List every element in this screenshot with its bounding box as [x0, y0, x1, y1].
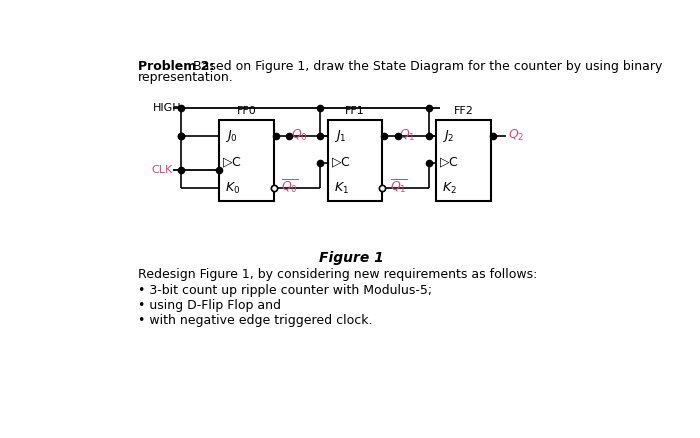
- Text: $\it{K}$$_2$: $\it{K}$$_2$: [442, 180, 457, 196]
- Text: • with negative edge triggered clock.: • with negative edge triggered clock.: [138, 314, 372, 327]
- Text: Redesign Figure 1, by considering new requirements as follows:: Redesign Figure 1, by considering new re…: [138, 268, 538, 281]
- Text: $\it{K}$$_1$: $\it{K}$$_1$: [334, 180, 349, 196]
- Text: $\triangleright$C: $\triangleright$C: [223, 155, 242, 170]
- Text: • 3-bit count up ripple counter with Modulus-5;: • 3-bit count up ripple counter with Mod…: [138, 283, 432, 297]
- Text: $\it{J}$$_0$: $\it{J}$$_0$: [225, 128, 238, 144]
- Text: • using D-Flip Flop and: • using D-Flip Flop and: [138, 299, 281, 312]
- Bar: [219, 120, 274, 201]
- Text: $\it{J}$$_2$: $\it{J}$$_2$: [442, 128, 455, 144]
- Text: Figure 1: Figure 1: [318, 251, 384, 265]
- Text: $\overline{Q_1}$: $\overline{Q_1}$: [390, 178, 407, 195]
- Text: $\it{Q}$$_0$: $\it{Q}$$_0$: [290, 128, 307, 143]
- Text: FF2: FF2: [454, 106, 473, 117]
- Text: $\it{J}$$_1$: $\it{J}$$_1$: [334, 128, 346, 144]
- Text: $\it{K}$$_0$: $\it{K}$$_0$: [225, 180, 241, 196]
- Bar: [436, 120, 491, 201]
- Text: FF1: FF1: [345, 106, 365, 117]
- Text: $\it{Q}$$_2$: $\it{Q}$$_2$: [508, 128, 524, 143]
- Text: CLK: CLK: [151, 165, 172, 175]
- Text: FF0: FF0: [237, 106, 256, 117]
- Bar: [328, 120, 382, 201]
- Text: $\triangleright$C: $\triangleright$C: [440, 155, 459, 170]
- Text: $\triangleright$C: $\triangleright$C: [331, 155, 351, 170]
- Text: representation.: representation.: [138, 71, 234, 84]
- Text: HIGH: HIGH: [153, 103, 182, 113]
- Text: Based on Figure 1, draw the State Diagram for the counter by using binary: Based on Figure 1, draw the State Diagra…: [189, 60, 662, 73]
- Text: Problem 2:: Problem 2:: [138, 60, 214, 73]
- Text: $\it{Q}$$_1$: $\it{Q}$$_1$: [399, 128, 416, 143]
- Text: $\overline{Q_0}$: $\overline{Q_0}$: [281, 178, 299, 195]
